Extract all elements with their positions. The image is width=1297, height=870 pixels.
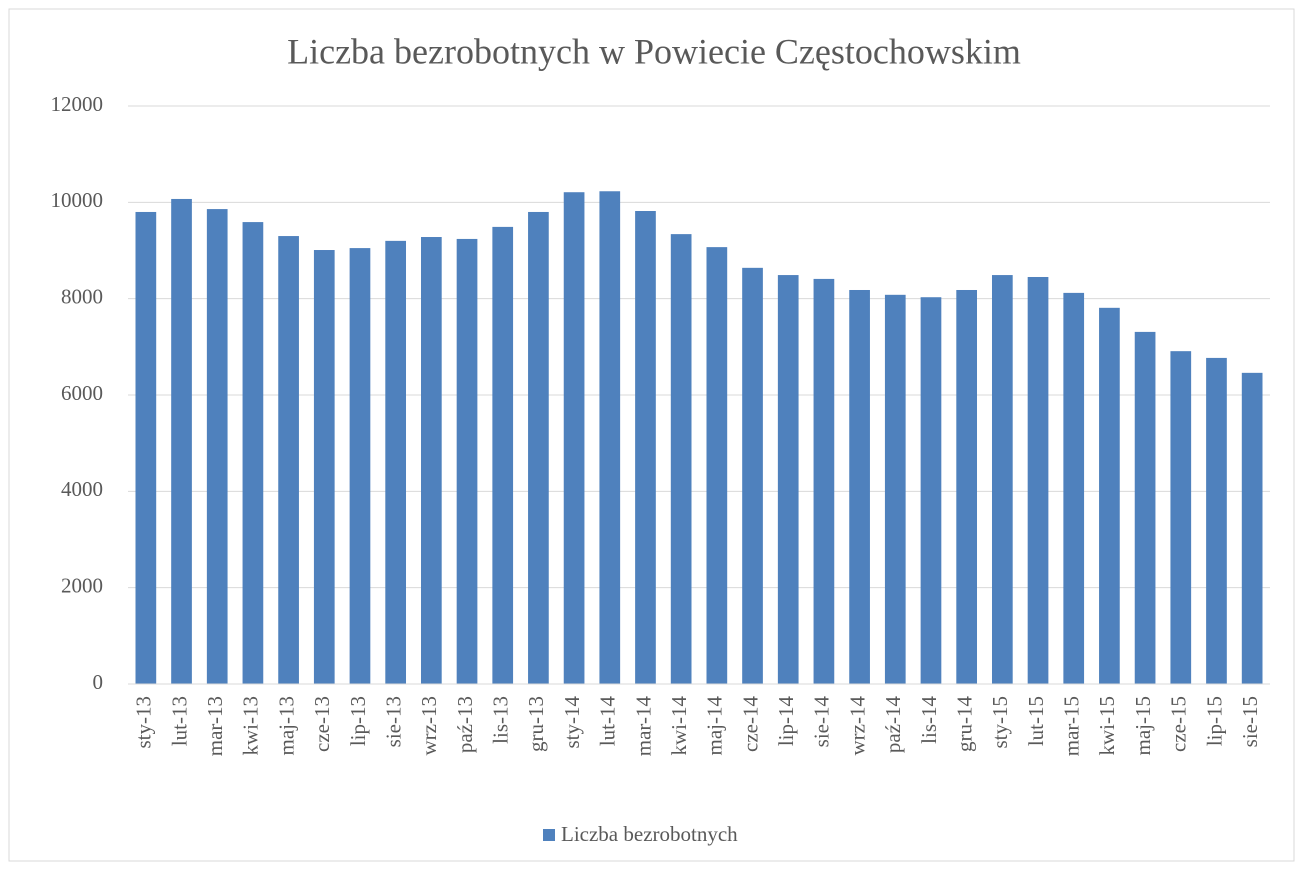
x-tick-label: sie-15 (1238, 696, 1262, 747)
bar (991, 275, 1013, 684)
x-tick-label: lis-14 (917, 696, 941, 744)
y-tick-label: 12000 (51, 92, 104, 116)
x-tick-label: gru-14 (952, 696, 976, 752)
bar (313, 250, 335, 685)
bar (742, 267, 763, 684)
bar (135, 211, 157, 684)
bar (171, 198, 192, 684)
x-tick-label: maj-15 (1131, 696, 1155, 755)
y-tick-label: 6000 (61, 381, 103, 405)
x-tick-label: lut-15 (1024, 696, 1048, 746)
x-tick-label: cze-14 (738, 696, 762, 752)
x-tick-label: mar-14 (631, 696, 655, 757)
x-tick-label: kwi-14 (667, 696, 691, 756)
y-tick-label: 10000 (51, 188, 104, 212)
bar (528, 211, 549, 684)
chart-title: Liczba bezrobotnych w Powiecie Częstocho… (287, 31, 1021, 71)
x-tick-label: sie-13 (381, 696, 405, 747)
x-tick-label: lip-13 (346, 696, 370, 746)
y-tick-label: 4000 (61, 477, 103, 501)
bar (1063, 292, 1085, 684)
x-tick-label: kwi-15 (1095, 696, 1119, 756)
bar (599, 191, 621, 684)
bar (884, 294, 906, 684)
x-tick-label: kwi-13 (239, 696, 263, 756)
y-tick-label: 0 (93, 670, 104, 694)
bar (1206, 357, 1227, 684)
x-tick-label: wrz-13 (417, 696, 441, 755)
x-tick-label: paź-13 (453, 696, 477, 753)
x-tick-label: sty-15 (988, 696, 1012, 749)
bar (278, 236, 299, 685)
bar (349, 248, 371, 684)
bar (1241, 372, 1263, 684)
x-tick-label: paź-14 (881, 696, 905, 754)
bar (1099, 307, 1120, 684)
bar (1027, 276, 1049, 684)
bar (1170, 351, 1192, 684)
bar (492, 226, 514, 685)
bar (635, 211, 656, 684)
bar (206, 209, 228, 684)
x-tick-label: maj-14 (703, 696, 727, 756)
bar (706, 247, 728, 684)
x-tick-label: lut-13 (167, 696, 191, 746)
y-tick-label: 8000 (61, 284, 103, 308)
bar (1134, 331, 1156, 684)
bar (813, 278, 835, 684)
bar (385, 240, 407, 684)
x-tick-label: sty-13 (132, 696, 156, 749)
x-tick-label: mar-13 (203, 696, 227, 756)
x-tick-label: lis-13 (489, 696, 513, 744)
bar (456, 238, 478, 684)
x-tick-label: sie-14 (810, 696, 834, 748)
bar (670, 234, 692, 684)
x-tick-label: sty-14 (560, 696, 584, 749)
bar (420, 237, 442, 684)
x-tick-label: maj-13 (274, 696, 298, 755)
legend-swatch (543, 829, 555, 841)
x-tick-label: mar-15 (1060, 696, 1084, 756)
bar (242, 222, 264, 684)
bar (956, 289, 978, 684)
x-tick-label: gru-13 (524, 696, 548, 752)
x-tick-label: lip-14 (774, 696, 798, 747)
x-tick-label: lut-14 (596, 696, 620, 747)
x-tick-label: lip-15 (1202, 696, 1226, 746)
x-tick-label: cze-13 (310, 696, 334, 752)
bar (920, 297, 942, 684)
x-tick-label: wrz-14 (845, 696, 869, 756)
x-tick-label: cze-15 (1167, 696, 1191, 752)
legend-label: Liczba bezrobotnych (561, 822, 738, 846)
bar (563, 192, 585, 685)
bar (777, 275, 799, 684)
y-tick-label: 2000 (61, 573, 103, 597)
bar (849, 289, 870, 684)
